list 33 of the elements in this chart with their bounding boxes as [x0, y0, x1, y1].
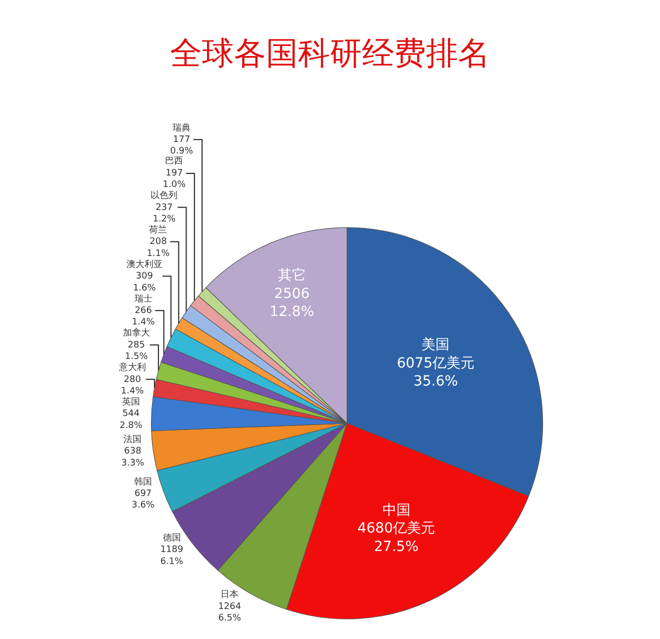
data-label: 208 1.1%: [146, 237, 170, 259]
slice-label: 瑞士: [134, 293, 152, 304]
slice-label: 澳大利亚: [126, 258, 162, 270]
slice-label: 美国: [422, 337, 450, 354]
chart-title: 全球各国科研经费排名: [170, 34, 490, 72]
data-label: 309 1.6%: [132, 272, 156, 294]
data-label: 197 1.0%: [162, 168, 186, 190]
data-label: 285 1.5%: [124, 340, 148, 362]
slice-label: 加拿大: [122, 328, 150, 339]
data-label: 544 2.8%: [120, 409, 143, 431]
data-label: 280 1.4%: [120, 374, 144, 397]
slice-label: 韩国: [134, 476, 152, 488]
data-label: 697 3.6%: [132, 489, 155, 511]
data-label: 266 1.4%: [132, 306, 156, 328]
slice-label: 法国: [124, 434, 142, 445]
slice-label: 荷兰: [149, 224, 168, 236]
slice-label: 以色列: [150, 190, 178, 202]
slice-label: 其它: [278, 268, 306, 284]
slice-label: 中国: [382, 502, 410, 518]
data-label: 237 1.2%: [152, 202, 176, 225]
slice-label: 意大利: [118, 362, 146, 374]
data-label: 2506 12.8%: [270, 286, 314, 320]
slice-label: 日本: [220, 589, 239, 600]
data-label: 1264 6.5%: [218, 602, 242, 624]
slice-label: 巴西: [165, 156, 184, 167]
slice-label: 瑞典: [172, 122, 191, 134]
slice-label: 德国: [162, 532, 181, 544]
data-label: 177 0.9%: [170, 135, 194, 157]
slice-label: 英国: [122, 396, 140, 408]
data-label: 638 3.3%: [121, 446, 145, 468]
data-label: 6075亿美元 35.6%: [396, 355, 474, 390]
data-label: 4680亿美元 27.5%: [357, 520, 436, 555]
data-label: 1189 6.1%: [160, 545, 184, 567]
